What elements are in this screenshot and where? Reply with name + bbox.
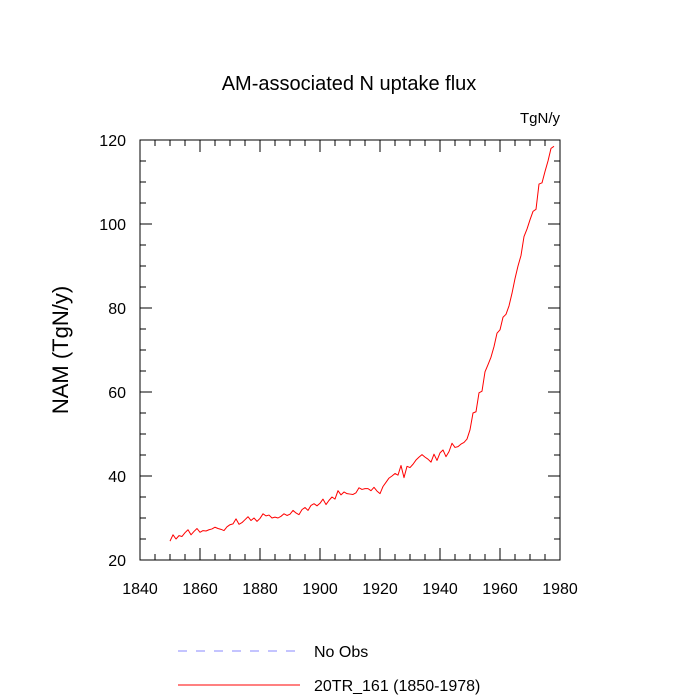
x-axis-ticks — [139, 140, 561, 560]
x-tick-label: 1860 — [182, 581, 218, 598]
series-layer — [169, 145, 555, 542]
x-tick-label: 1840 — [122, 581, 158, 598]
series-line-20tr-161 — [169, 145, 555, 542]
y-tick-label: 20 — [108, 553, 126, 570]
y-tick-label: 100 — [99, 217, 126, 234]
legend-label-20tr-161: 20TR_161 (1850-1978) — [314, 678, 480, 695]
x-axis-tick-labels: 1840 1860 1880 1900 1920 1940 1960 1980 — [122, 581, 578, 598]
y-axis-tick-labels: 20 40 60 80 100 120 — [99, 133, 126, 570]
plot-frame — [139, 139, 561, 561]
x-tick-label: 1880 — [242, 581, 278, 598]
legend-label-no-obs: No Obs — [314, 644, 368, 661]
y-axis-ticks — [140, 139, 560, 561]
y-tick-label: 80 — [108, 301, 126, 318]
x-tick-label: 1980 — [542, 581, 578, 598]
x-tick-label: 1920 — [362, 581, 398, 598]
x-tick-label: 1900 — [302, 581, 338, 598]
x-tick-label: 1940 — [422, 581, 458, 598]
y-axis-label: NAM (TgN/y) — [48, 286, 73, 414]
legend: No Obs 20TR_161 (1850-1978) — [178, 644, 480, 695]
y-tick-label: 60 — [108, 385, 126, 402]
y-tick-label: 120 — [99, 133, 126, 150]
y-tick-label: 40 — [108, 469, 126, 486]
units-label: TgN/y — [520, 110, 561, 127]
chart-title: AM-associated N uptake flux — [222, 73, 477, 95]
x-tick-label: 1960 — [482, 581, 518, 598]
